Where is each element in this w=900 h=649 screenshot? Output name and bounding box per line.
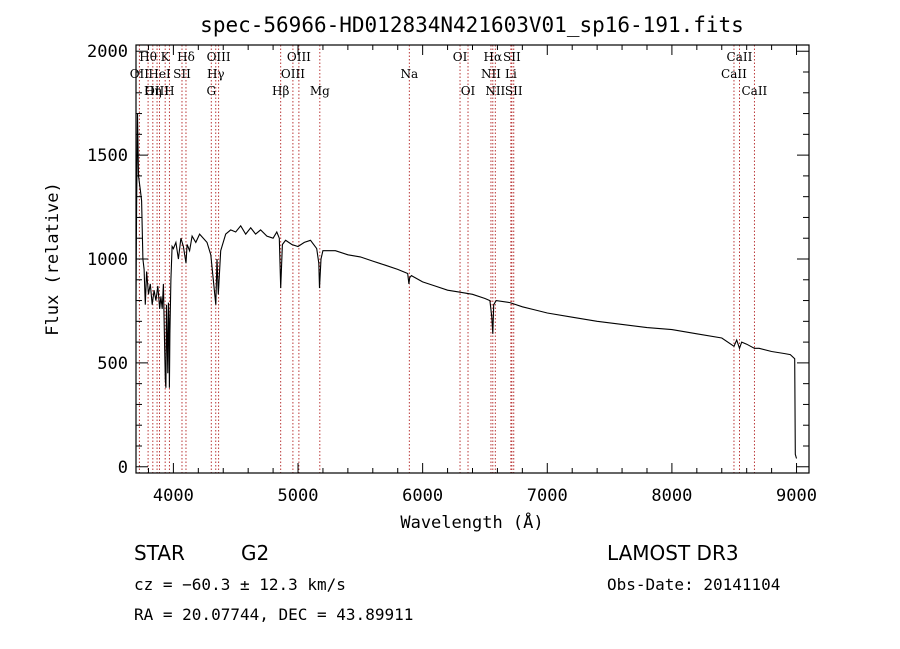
line-label: Li (505, 67, 517, 81)
line-label: Hγ (207, 67, 225, 81)
line-label: SII (173, 67, 191, 81)
spectrum-line (135, 113, 798, 459)
line-label: SII (503, 50, 521, 64)
emission-line-labels: OII Hθ OIII HeI K Hη H SII Hδ G Hγ OIII Hβ OIII OIII Mg… (130, 50, 768, 98)
x-tick-label: 7000 (527, 486, 568, 506)
x-tick-label: 6000 (402, 486, 443, 506)
observation-date: Obs-Date: 20141104 (607, 575, 780, 594)
y-tick-label: 1000 (87, 250, 128, 270)
survey-name: LAMOST DR3 (607, 541, 739, 565)
line-label: K (161, 50, 171, 64)
line-label: OI (453, 50, 468, 64)
y-axis-ticks: 0 500 1000 1500 2000 (87, 42, 809, 478)
line-label: OIII (207, 50, 231, 64)
line-label: OI (461, 84, 476, 98)
line-label: SII (505, 84, 523, 98)
line-label: Mg (310, 84, 330, 98)
y-tick-label: 2000 (87, 42, 128, 62)
x-tick-label: 9000 (776, 486, 817, 506)
line-label: NII (481, 67, 501, 81)
line-label: Hβ (272, 84, 289, 98)
line-label: OIII (145, 84, 169, 98)
line-label: CaII (727, 50, 753, 64)
chart-title: spec-56966-HD012834N421603V01_sp16-191.f… (200, 13, 744, 37)
line-label: Hη (144, 84, 162, 98)
line-label: OIII (287, 50, 311, 64)
coordinates: RA = 20.07744, DEC = 43.89911 (134, 605, 413, 624)
y-tick-label: 1500 (87, 146, 128, 166)
object-class: STAR (134, 541, 185, 565)
line-label: OIII (281, 67, 305, 81)
line-label: CaII (741, 84, 767, 98)
y-axis-label: Flux (relative) (43, 182, 63, 336)
object-subclass: G2 (241, 541, 269, 565)
redshift-value: cz = −60.3 ± 12.3 km/s (134, 575, 346, 594)
emission-line-markers (138, 45, 755, 473)
x-tick-label: 8000 (651, 486, 692, 506)
x-tick-label: 4000 (153, 486, 194, 506)
line-label: NII (485, 84, 505, 98)
y-tick-label: 500 (97, 354, 128, 374)
line-label: Hδ (177, 50, 195, 64)
x-axis-ticks: 4000 5000 6000 7000 8000 9000 (147, 45, 817, 506)
line-label: G (206, 84, 216, 98)
x-tick-label: 5000 (278, 486, 319, 506)
y-tick-label: 0 (118, 458, 128, 478)
line-label: HeI (148, 67, 171, 81)
plot-frame (135, 44, 810, 474)
line-label: H (164, 84, 174, 98)
line-label: Hα (484, 50, 503, 64)
x-axis-label: Wavelength (Å) (400, 511, 543, 533)
line-label: CaII (721, 67, 747, 81)
line-label: Hθ (139, 50, 157, 64)
line-label: OII (130, 67, 150, 81)
line-label: Na (400, 67, 418, 81)
